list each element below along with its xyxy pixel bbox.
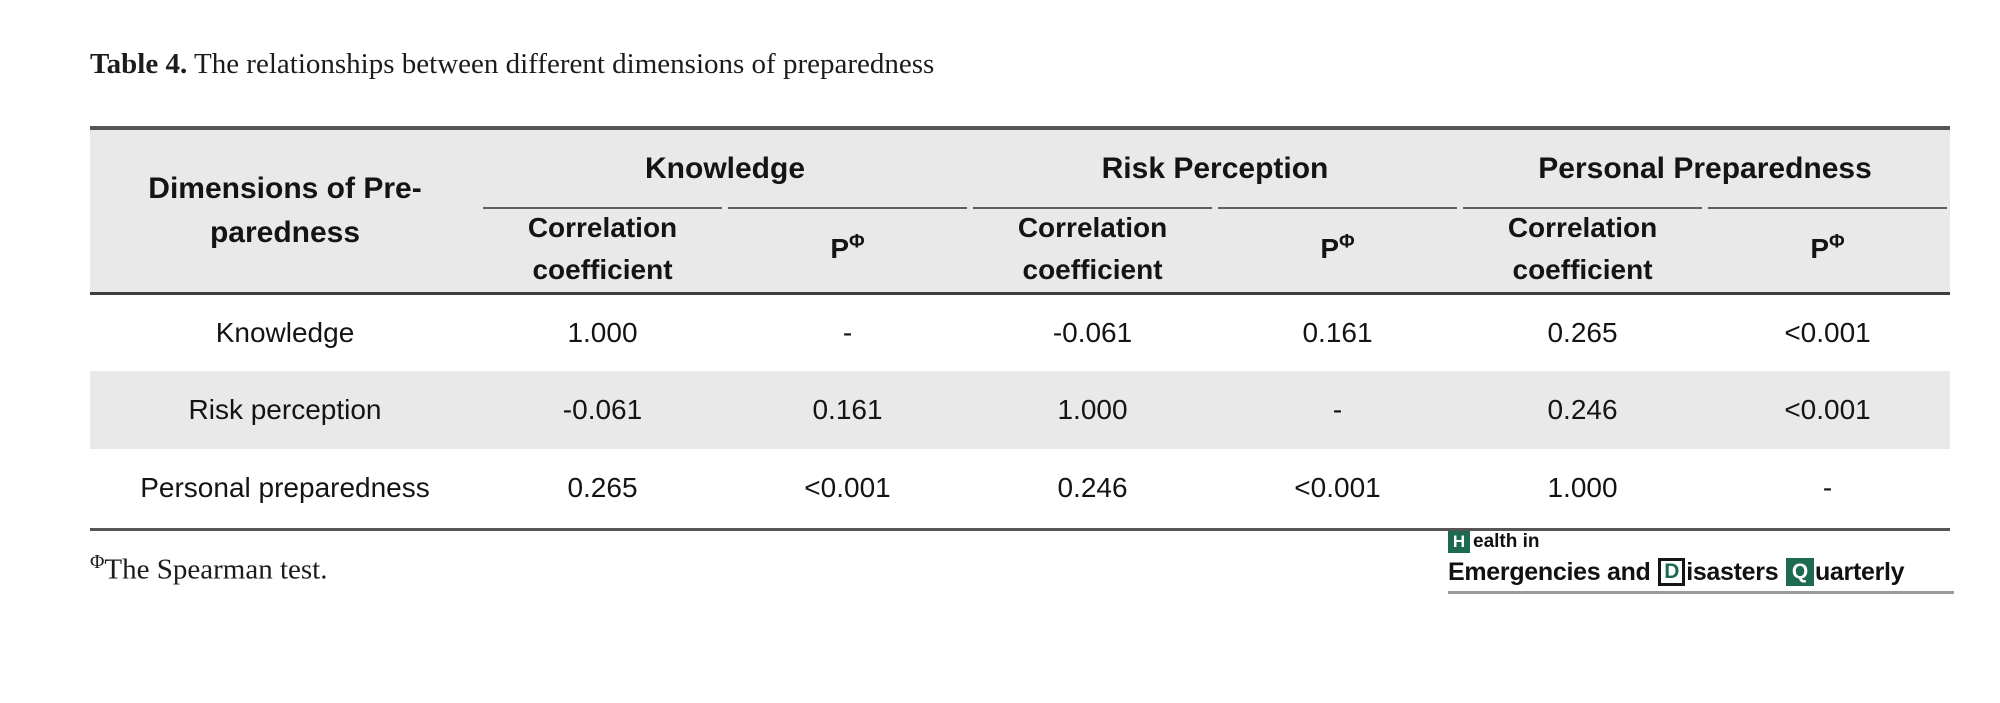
- table-body: Knowledge 1.000 - -0.061 0.161 0.265 <0.…: [90, 293, 1951, 529]
- cell-value: <0.001: [1705, 293, 1951, 371]
- cell-value: 0.265: [480, 449, 725, 529]
- header-dimensions-line1: Dimensions of Pre-: [148, 171, 422, 205]
- logo-h-block-icon: H: [1448, 531, 1470, 553]
- cell-value: 1.000: [1460, 449, 1706, 529]
- subheader-risk-p: PΦ: [1215, 207, 1461, 295]
- correlation-table: Dimensions of Pre- paredness Knowledge R…: [90, 126, 1951, 531]
- cell-value: -: [1215, 371, 1461, 449]
- cell-value: -0.061: [970, 293, 1216, 371]
- subheader-personal-p: PΦ: [1705, 207, 1951, 295]
- cell-value: <0.001: [1705, 371, 1951, 449]
- table-caption: Table 4. The relationships between diffe…: [90, 44, 934, 84]
- header-group-risk-perception: Risk Perception: [970, 128, 1461, 207]
- subheader-personal-correlation: Correlation coefficient: [1460, 207, 1706, 295]
- cell-value: 0.246: [1460, 371, 1706, 449]
- cell-value: 1.000: [480, 293, 725, 371]
- p-label: P: [1320, 233, 1340, 265]
- logo-q-block-icon: Q: [1785, 558, 1814, 586]
- header-dimensions: Dimensions of Pre- paredness: [90, 128, 480, 295]
- cell-value: 0.161: [1215, 293, 1461, 371]
- subheader-knowledge-p: PΦ: [725, 207, 971, 295]
- table-footnote: ΦThe Spearman test.: [90, 551, 327, 587]
- p-label: P: [830, 233, 850, 265]
- subheader-risk-correlation: Correlation coefficient: [970, 207, 1216, 295]
- cell-value: 0.161: [725, 371, 971, 449]
- cell-value: -: [725, 293, 971, 371]
- table-caption-text: The relationships between different dime…: [187, 48, 935, 80]
- row-label: Personal preparedness: [90, 449, 480, 529]
- group-header-row: Dimensions of Pre- paredness Knowledge R…: [90, 128, 1951, 295]
- cell-value: <0.001: [725, 449, 971, 529]
- cell-value: -: [1705, 449, 1951, 529]
- cell-value: <0.001: [1215, 449, 1461, 529]
- logo-line1-text: ealth in: [1473, 531, 1540, 552]
- cell-value: -0.061: [480, 371, 725, 449]
- header-group-personal-preparedness: Personal Preparedness: [1460, 128, 1951, 207]
- footnote-superscript: Φ: [90, 551, 105, 573]
- header-group-knowledge: Knowledge: [480, 128, 971, 207]
- p-superscript: Φ: [1829, 231, 1845, 253]
- cell-value: 0.265: [1460, 293, 1706, 371]
- p-label: P: [1810, 233, 1830, 265]
- header-dimensions-line2: paredness: [209, 215, 361, 249]
- cell-value: 1.000: [970, 371, 1216, 449]
- sub-header-row: Correlation coefficient PΦ Correlation c…: [90, 207, 1951, 295]
- logo-underline-rule: [1448, 591, 1954, 594]
- logo-line2-seg1: Emergencies and: [1448, 557, 1658, 586]
- logo-d-block-icon: D: [1658, 558, 1686, 586]
- footnote-text: The Spearman test.: [104, 553, 328, 586]
- logo-line2-seg3: uarterly: [1814, 557, 1905, 586]
- correlation-table-wrapper: Dimensions of Pre- paredness Knowledge R…: [90, 126, 1951, 531]
- table-header: Dimensions of Pre- paredness Knowledge R…: [90, 128, 1951, 295]
- cell-value: 0.246: [970, 449, 1216, 529]
- p-superscript: Φ: [849, 231, 865, 253]
- row-label: Knowledge: [90, 293, 480, 371]
- table-row-knowledge: Knowledge 1.000 - -0.061 0.161 0.265 <0.…: [90, 293, 1951, 371]
- table-row-personal-preparedness: Personal preparedness 0.265 <0.001 0.246…: [90, 449, 1951, 529]
- logo-line2-seg2: isasters: [1686, 557, 1785, 586]
- subheader-knowledge-correlation: Correlation coefficient: [480, 207, 725, 295]
- p-superscript: Φ: [1339, 231, 1355, 253]
- table-row-risk-perception: Risk perception -0.061 0.161 1.000 - 0.2…: [90, 371, 1951, 449]
- table-caption-label: Table 4.: [90, 48, 188, 80]
- row-label: Risk perception: [90, 371, 480, 449]
